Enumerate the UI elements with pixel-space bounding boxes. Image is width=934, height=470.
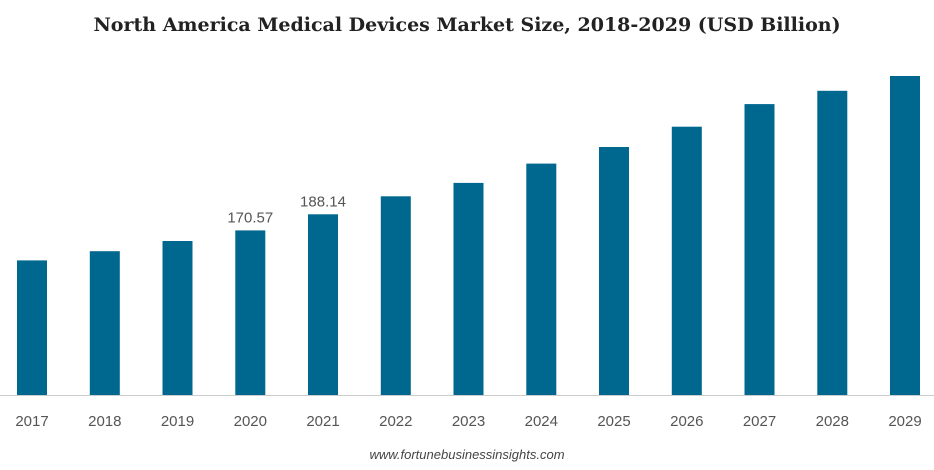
bar-2028 — [817, 90, 848, 396]
bar-2026 — [671, 126, 702, 395]
bar-2027 — [744, 104, 775, 395]
source-credit: www.fortunebusinessinsights.com — [369, 447, 565, 462]
data-labels: 170.57 188.14 — [227, 193, 346, 226]
x-tick-label-2023: 2023 — [452, 413, 485, 430]
x-tick-label-2021: 2021 — [306, 413, 339, 430]
bar-2025 — [599, 147, 629, 395]
bars-group — [17, 76, 920, 396]
bar-2017 — [17, 260, 47, 395]
x-tick-label-2027: 2027 — [743, 413, 776, 430]
x-tick-label-2025: 2025 — [597, 413, 630, 430]
chart-title: North America Medical Devices Market Siz… — [93, 14, 841, 36]
x-tick-label-2026: 2026 — [670, 413, 703, 430]
data-label-2021: 188.14 — [300, 193, 346, 210]
x-tick-label-2018: 2018 — [88, 413, 121, 430]
x-tick-label-2028: 2028 — [816, 413, 849, 430]
bar-2024 — [526, 163, 557, 395]
data-label-2020: 170.57 — [227, 209, 273, 226]
x-tick-label-2024: 2024 — [525, 413, 558, 430]
bar-2020 — [235, 230, 266, 395]
bar-2023 — [453, 182, 484, 395]
x-tick-label-2020: 2020 — [234, 413, 267, 430]
bar-2019 — [162, 241, 193, 395]
x-tick-labels: 2017 2018 2019 2020 2021 2022 2023 2024 2025 2026… — [15, 413, 921, 430]
x-tick-label-2019: 2019 — [161, 413, 194, 430]
x-tick-label-2029: 2029 — [888, 413, 921, 430]
x-tick-label-2022: 2022 — [379, 413, 412, 430]
x-tick-label-2017: 2017 — [15, 413, 48, 430]
bar-2029 — [890, 76, 920, 395]
bar-2022 — [380, 196, 411, 395]
bar-2021 — [308, 214, 338, 395]
bar-2018 — [89, 251, 120, 395]
